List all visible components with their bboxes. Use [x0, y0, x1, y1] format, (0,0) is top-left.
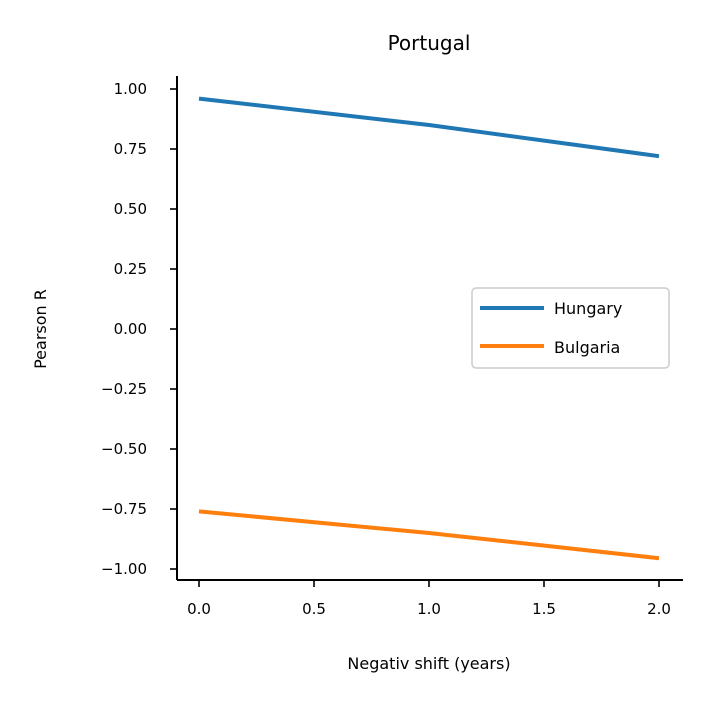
x-tick-label: 1.5 [532, 600, 556, 618]
y-axis-label: Pearson R [31, 289, 50, 369]
legend-label-hungary: Hungary [554, 299, 622, 318]
chart-title: Portugal [388, 31, 471, 55]
series-line-bulgaria [198, 509, 660, 561]
y-tick-label: −1.00 [101, 560, 147, 578]
y-tick-label: −0.25 [101, 380, 147, 398]
y-tick-label: 0.25 [114, 260, 147, 278]
y-tick-label: 0.00 [114, 320, 147, 338]
y-tick-label: −0.50 [101, 440, 147, 458]
x-tick-label: 1.0 [417, 600, 441, 618]
y-tick-label: −0.75 [101, 500, 147, 518]
x-axis-label: Negativ shift (years) [347, 654, 510, 673]
legend-label-bulgaria: Bulgaria [554, 338, 620, 357]
x-tick-label: 0.0 [187, 600, 211, 618]
x-tick-label: 2.0 [647, 600, 671, 618]
y-tick-label: 0.75 [114, 140, 147, 158]
legend: Hungary Bulgaria [471, 287, 670, 369]
plot-area [176, 76, 683, 581]
tick-group: 1.00 0.75 0.50 0.25 0.00 −0.25 −0.50 −0.75 −1.00… [101, 80, 671, 618]
y-tick-label: 1.00 [114, 80, 147, 98]
x-tick-label: 0.5 [302, 600, 326, 618]
y-tick-label: 0.50 [114, 200, 147, 218]
series-line-hungary [198, 96, 660, 159]
